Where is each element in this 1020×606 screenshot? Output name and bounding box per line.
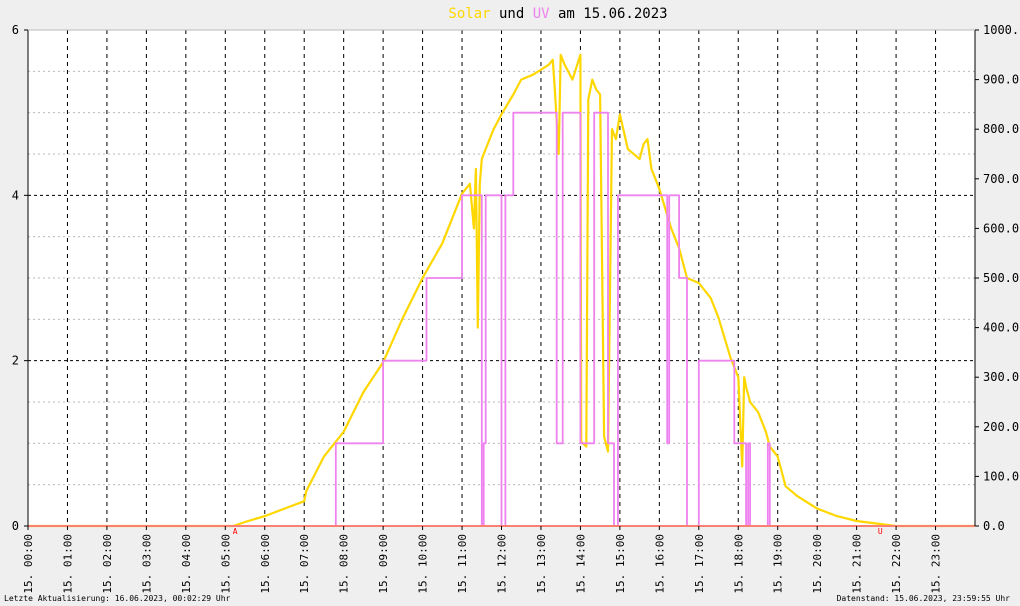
x-tick-label: 15. 18:00: [732, 534, 745, 594]
x-tick-label: 15. 02:00: [101, 534, 114, 594]
x-tick-label: 15. 10:00: [417, 534, 430, 594]
x-tick-label: 15. 04:00: [180, 534, 193, 594]
x-tick-label: 15. 16:00: [653, 534, 666, 594]
x-tick-label: 15. 17:00: [693, 534, 706, 594]
chart-title: Solar und UV am 15.06.2023: [448, 6, 667, 22]
plot-frame: [24, 29, 979, 530]
right-tick-label: 800.0: [983, 122, 1019, 136]
x-tick-label: 15. 09:00: [377, 534, 390, 594]
title-uv: UV: [533, 6, 550, 22]
footer-last-update: Letzte Aktualisierung: 16.06.2023, 00:02…: [4, 594, 231, 603]
right-tick-label: 1000.0: [983, 23, 1020, 37]
right-tick-label: 500.0: [983, 271, 1019, 285]
x-tick-label: 15. 19:00: [772, 534, 785, 594]
series-line-uv: [28, 111, 975, 527]
right-tick-label: 0.0: [983, 519, 1005, 533]
left-tick-label: 6: [12, 23, 19, 37]
x-tick-label: 15. 14:00: [574, 534, 587, 594]
x-tick-label: 15. 05:00: [219, 534, 232, 594]
marker-a: A: [233, 527, 238, 536]
title-solar: Solar: [448, 6, 490, 22]
x-tick-label: 15. 06:00: [259, 534, 272, 594]
x-tick-label: 15. 21:00: [851, 534, 864, 594]
x-tick-label: 15. 03:00: [140, 534, 153, 594]
title-rest: am 15.06.2023: [550, 6, 668, 22]
x-tick-label: 15. 20:00: [811, 534, 824, 594]
left-tick-label: 4: [12, 188, 19, 202]
x-tick-label: 15. 00:00: [22, 534, 35, 594]
x-tick-label: 15. 13:00: [535, 534, 548, 594]
x-tick-label: 15. 12:00: [496, 534, 509, 594]
x-tick-label: 15. 22:00: [890, 534, 903, 594]
right-tick-label: 200.0: [983, 420, 1019, 434]
title-und: und: [491, 6, 533, 22]
right-tick-label: 300.0: [983, 370, 1019, 384]
right-tick-label: 400.0: [983, 321, 1019, 335]
x-tick-label: 15. 07:00: [298, 534, 311, 594]
right-tick-label: 100.0: [983, 469, 1019, 483]
left-tick-label: 2: [12, 354, 19, 368]
right-tick-label: 700.0: [983, 172, 1019, 186]
x-tick-label: 15. 11:00: [456, 534, 469, 594]
x-tick-label: 15. 01:00: [61, 534, 74, 594]
right-tick-label: 900.0: [983, 73, 1019, 87]
series-line-solar: [28, 53, 975, 528]
x-tick-label: 15. 15:00: [614, 534, 627, 594]
x-tick-label: 15. 08:00: [338, 534, 351, 594]
left-tick-label: 0: [12, 519, 19, 533]
axis-labels: 0 2 4 6 0.0 100.0 200.0 300.0 400.0 500.0 600.0 700…: [12, 23, 1020, 594]
footer-data-state: Datenstand: 15.06.2023, 23:59:55 Uhr: [836, 594, 1010, 603]
right-tick-label: 600.0: [983, 221, 1019, 235]
marker-u: U: [878, 527, 883, 536]
x-tick-label: 15. 23:00: [930, 534, 943, 594]
